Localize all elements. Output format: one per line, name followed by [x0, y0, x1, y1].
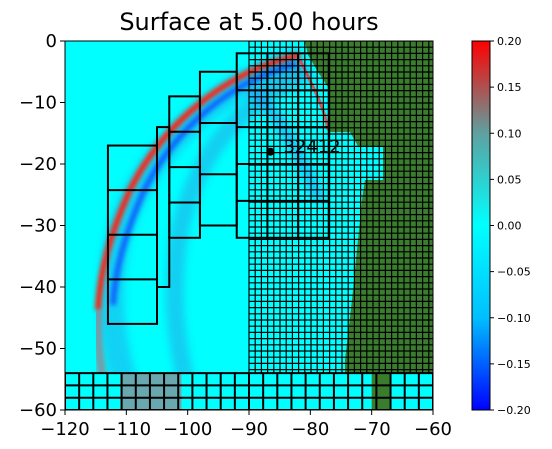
x-tick-label: −110	[102, 419, 151, 440]
y-tick-label: 0	[46, 31, 57, 52]
coast-crest	[298, 59, 330, 131]
station-label: 32412	[283, 137, 340, 158]
wave-crest	[95, 52, 301, 311]
colorbar-tick-label: −0.10	[497, 312, 531, 325]
y-tick-label: −20	[19, 154, 57, 175]
colorbar-tick-label: 0.05	[497, 173, 522, 186]
y-tick-label: −60	[19, 400, 57, 421]
grid-patch	[235, 52, 330, 239]
grid-patches	[106, 52, 330, 325]
x-tick-label: −90	[230, 419, 268, 440]
heatmap	[65, 41, 433, 410]
bottom-grid-band	[65, 372, 433, 410]
fine-grid	[236, 41, 433, 374]
y-tick-label: −40	[19, 277, 57, 298]
chart-title: Surface at 5.00 hours	[119, 8, 378, 36]
colorbar-tick-label: 0.20	[497, 35, 522, 48]
colorbar-tick-label: 0.10	[497, 127, 522, 140]
y-tick-label: −50	[19, 339, 57, 360]
y-axis: 0 −10 −20 −30 −40 −50 −60	[19, 31, 65, 421]
annotations: 32412	[266, 137, 341, 158]
colorbar-tick-label: −0.15	[497, 358, 531, 371]
x-tick-label: −70	[353, 419, 391, 440]
x-tick-label: −100	[163, 419, 212, 440]
colorbar-tick-label: 0.15	[497, 81, 522, 94]
bottom-band-land	[371, 373, 391, 410]
colorbar-tick-label: 0.00	[497, 220, 522, 233]
x-tick-label: −120	[40, 419, 89, 440]
colorbar	[471, 40, 491, 411]
land-mass	[305, 41, 433, 410]
station-marker	[266, 147, 275, 156]
y-tick-label: −10	[19, 93, 57, 114]
x-axis: −120 −110 −100 −90 −80 −70 −60	[40, 410, 452, 440]
y-tick-label: −30	[19, 216, 57, 237]
wave-trough	[110, 61, 297, 306]
colorbar-tick-label: −0.05	[497, 266, 531, 279]
colorbar-tick-label: −0.20	[497, 404, 531, 417]
colorbar-axis: 0.20 0.15 0.10 0.05 0.00 −0.05 −0.10 −0.15 −0.20	[490, 35, 531, 417]
x-tick-label: −80	[291, 419, 329, 440]
nearshore-band	[247, 85, 325, 203]
x-tick-label: −60	[414, 419, 452, 440]
